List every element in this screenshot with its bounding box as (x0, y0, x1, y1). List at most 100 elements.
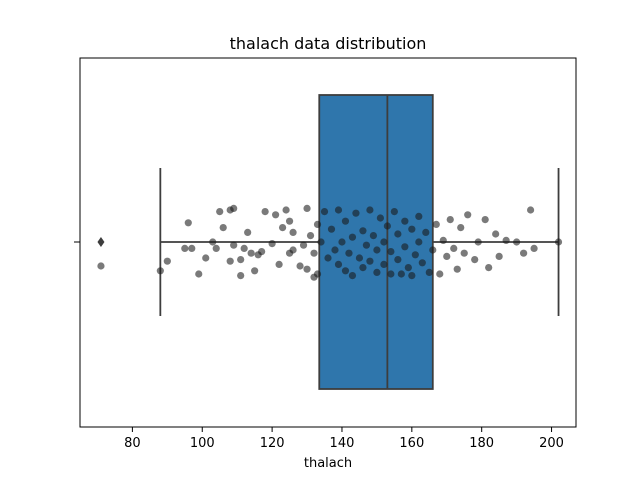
x-axis-ticks: 80 100 120 140 160 180 200 (124, 427, 564, 451)
strip-point (303, 204, 311, 212)
strip-point (341, 217, 350, 225)
strip-point (285, 217, 294, 225)
strip-point (324, 254, 332, 262)
strip-point (439, 236, 447, 244)
strip-point (387, 248, 395, 256)
strip-point (317, 238, 325, 246)
strip-point (401, 243, 409, 251)
outlier-marker (97, 237, 105, 247)
strip-point (338, 238, 346, 246)
strip-point (401, 217, 409, 225)
strip-point (387, 270, 395, 278)
strip-point (237, 272, 245, 280)
strip-point (216, 208, 224, 216)
strip-point (331, 246, 339, 254)
strip-point (230, 204, 238, 212)
strip-point (513, 238, 521, 246)
strip-point (376, 214, 384, 222)
strip-point (97, 262, 105, 270)
x-axis-label: thalach (304, 456, 352, 471)
strip-point (268, 240, 276, 248)
iqr-box (318, 94, 434, 390)
strip-point (450, 244, 458, 252)
strip-point (453, 265, 461, 273)
x-tick-label: 200 (539, 436, 564, 451)
strip-point (244, 228, 252, 236)
strip-point (230, 241, 238, 249)
strip-point (415, 212, 423, 220)
strip-point (526, 206, 535, 214)
strip-point (373, 246, 381, 254)
strip-point (418, 259, 426, 267)
strip-point (432, 220, 440, 228)
strip-point (369, 232, 378, 240)
strip-points-layer (97, 204, 563, 281)
x-tick-label: 160 (399, 436, 424, 451)
strip-point (219, 224, 227, 232)
strip-point (310, 249, 318, 257)
strip-point (394, 230, 402, 238)
strip-point (495, 252, 503, 260)
strip-point (492, 230, 500, 238)
strip-point (411, 251, 419, 259)
strip-point (334, 260, 343, 268)
strip-point (272, 211, 280, 219)
x-tick-label: 140 (330, 436, 355, 451)
strip-point (275, 260, 283, 268)
strip-point (408, 225, 416, 233)
strip-point (429, 246, 437, 254)
strip-point (247, 249, 255, 257)
strip-point (404, 264, 412, 272)
strip-point (408, 272, 416, 280)
strip-point (520, 249, 528, 257)
strip-point (261, 208, 269, 216)
strip-point (313, 270, 322, 278)
box-layer (97, 94, 560, 390)
strip-point (481, 216, 489, 224)
strip-point (348, 272, 357, 280)
strip-point (554, 238, 563, 246)
chart-title: thalach data distribution (230, 34, 427, 53)
strip-point (303, 265, 311, 273)
strip-point (460, 249, 468, 257)
strip-point (373, 268, 381, 276)
strip-point (289, 246, 297, 254)
strip-point (485, 264, 493, 272)
strip-point (278, 224, 287, 232)
strip-point (195, 270, 203, 278)
strip-point (366, 257, 374, 265)
strip-point (359, 227, 367, 235)
strip-point (251, 267, 259, 275)
strip-point (348, 233, 357, 241)
strip-point (380, 238, 388, 246)
strip-point (415, 238, 423, 246)
x-tick-label: 120 (260, 436, 285, 451)
strip-point (366, 206, 374, 214)
strip-point (202, 254, 210, 262)
strip-point (184, 219, 192, 227)
strip-point (226, 257, 234, 265)
strip-point (464, 211, 472, 219)
x-tick-label: 80 (124, 436, 141, 451)
strip-point (355, 254, 364, 262)
strip-point (446, 216, 454, 224)
strip-point (397, 270, 405, 278)
strip-point (306, 232, 315, 240)
strip-point (289, 228, 297, 236)
strip-point (390, 208, 398, 216)
strip-point (163, 257, 171, 265)
strip-point (474, 238, 482, 246)
strip-point (352, 209, 360, 217)
strip-point (394, 256, 402, 264)
strip-point (181, 244, 189, 252)
strip-point (258, 248, 266, 256)
strip-point (436, 270, 444, 278)
strip-point (296, 262, 304, 270)
strip-point (425, 268, 433, 276)
strip-point (156, 267, 164, 275)
x-tick-label: 100 (190, 436, 215, 451)
strip-point (457, 224, 465, 232)
strip-point (240, 244, 248, 252)
